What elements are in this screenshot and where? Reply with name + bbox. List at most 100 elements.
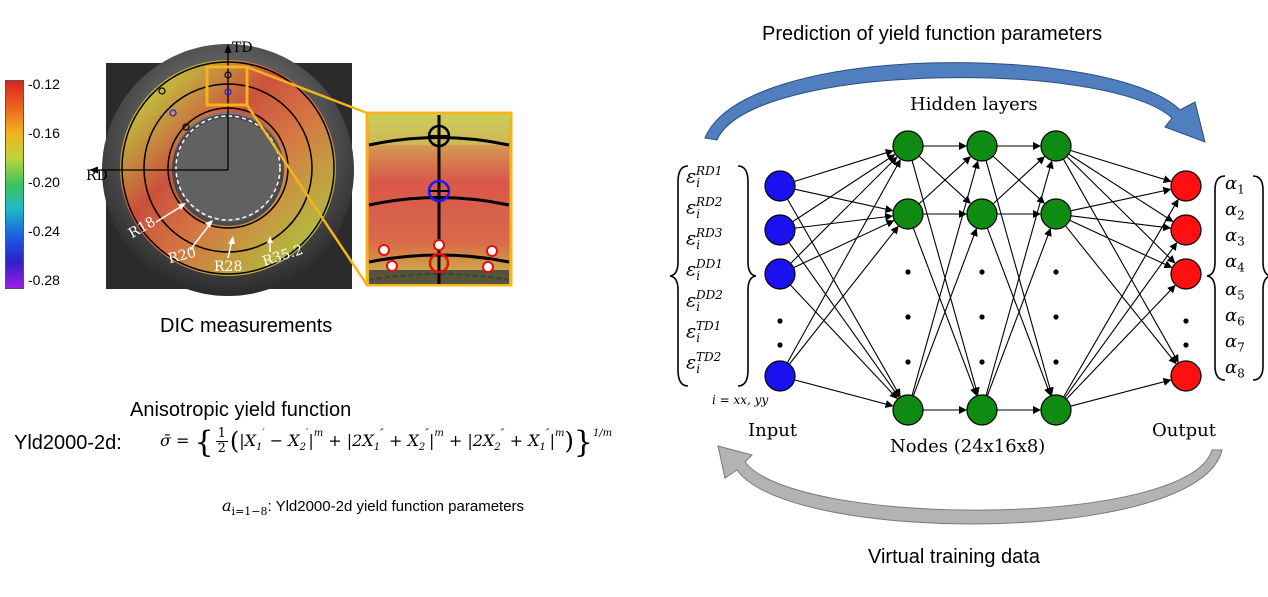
network-connections [786, 142, 1179, 414]
colorbar-tick: -0.28 [28, 272, 60, 288]
output-label: Output [1152, 420, 1216, 441]
input-var: εiDD1 [686, 257, 723, 284]
connection-arrow [794, 149, 894, 183]
output-left-brace [1206, 175, 1226, 381]
output-var: α1 [1225, 173, 1245, 197]
ellipsis-dot [777, 318, 783, 324]
input-label: Input [748, 420, 798, 441]
zoom-highlight-box [205, 65, 249, 107]
network-nodes [764, 130, 1202, 426]
output-node [1170, 360, 1202, 392]
hidden-node [966, 198, 998, 230]
params-text: : Yld2000-2d yield function parameters [267, 498, 525, 515]
connection-arrow [1068, 153, 1174, 222]
input-right-brace [737, 165, 757, 387]
r18-ring [175, 115, 281, 221]
ellipsis-dot [1053, 269, 1059, 275]
connection-arrow [1070, 215, 1172, 232]
hidden-node [892, 394, 924, 426]
yield-title: Anisotropic yield function [130, 399, 352, 421]
hidden-node [1040, 198, 1072, 230]
params-index: i=1−8 [231, 505, 268, 518]
connection-arrow [793, 220, 895, 269]
connection-arrow [1063, 198, 1179, 398]
connection-arrow [1069, 219, 1173, 268]
output-var: α8 [1225, 357, 1245, 381]
colorbar-tick: -0.16 [28, 125, 60, 141]
connection-arrow [986, 228, 1052, 397]
connection-arrow [1065, 284, 1176, 400]
connection-arrow [1070, 149, 1172, 184]
connection-arrow [1070, 377, 1172, 407]
connection-arrow [786, 198, 901, 397]
ellipsis-dot [979, 269, 985, 275]
hidden-node [892, 198, 924, 230]
connection-arrow [790, 156, 898, 264]
connection-arrow [789, 284, 898, 400]
connection-arrow [1064, 242, 1178, 399]
hidden-layers-label: Hidden layers [910, 94, 1038, 115]
connection-arrow [1070, 186, 1172, 212]
callout-line-bottom [245, 104, 369, 286]
connection-arrow [792, 154, 896, 223]
ellipsis-dot [1053, 314, 1059, 320]
connection-arrow [912, 228, 978, 397]
input-node [764, 170, 796, 202]
hidden-node [892, 130, 924, 162]
output-var: α4 [1225, 251, 1245, 275]
top-arrow-title: Prediction of yield function parameters [762, 23, 1103, 45]
output-node [1170, 170, 1202, 202]
ellipsis-dot [1183, 318, 1189, 324]
top-curved-arrow [704, 62, 1206, 143]
output-var: α6 [1225, 305, 1245, 329]
index-note: i = xx, yy [712, 393, 769, 407]
dic-caption: DIC measurements [160, 315, 333, 337]
colorbar-tick: -0.20 [28, 174, 60, 190]
input-var: εiRD3 [686, 226, 723, 253]
bottom-curved-arrow [717, 445, 1223, 525]
ellipsis-dot [1183, 342, 1189, 348]
hidden-node [966, 130, 998, 162]
ellipsis-dot [979, 314, 985, 320]
connection-arrow [794, 212, 894, 229]
ellipsis-dot [905, 359, 911, 365]
output-node [1170, 258, 1202, 290]
input-left-brace [669, 165, 689, 387]
hidden-node [966, 394, 998, 426]
callout-line-top [246, 65, 368, 115]
hidden-node [1040, 394, 1072, 426]
connection-arrow [788, 225, 899, 365]
output-var: α3 [1225, 225, 1245, 249]
ellipsis-dot [777, 342, 783, 348]
nodes-label: Nodes (24x16x8) [890, 436, 1046, 457]
colorbar-tick: -0.12 [28, 76, 60, 92]
output-node [1170, 214, 1202, 246]
output-right-brace [1252, 175, 1268, 381]
output-var: α2 [1225, 199, 1245, 223]
hidden-node [1040, 130, 1072, 162]
input-var: εiTD1 [686, 319, 722, 346]
connection-arrow [992, 156, 1045, 205]
yld2000-equation: σ̄ = {1 2 (|X1′ − X2′|m + |2X1″ + X2″|m + … [160, 425, 613, 460]
input-var: εiRD1 [686, 164, 723, 191]
yield-model-label: Yld2000-2d: [14, 432, 122, 454]
ellipsis-dot [1053, 359, 1059, 365]
output-var: α5 [1225, 279, 1245, 303]
connection-arrow [1062, 158, 1179, 363]
connection-arrow [794, 188, 894, 213]
td-axis-label: TD [232, 40, 253, 56]
dic-image-group [89, 44, 513, 296]
yield-params-note: ai=1−8: Yld2000-2d yield function parame… [222, 496, 525, 518]
connection-arrow [911, 160, 980, 396]
connection-arrow [1064, 225, 1177, 365]
connection-arrow [985, 160, 1054, 396]
rd-axis-label: RD [86, 168, 108, 184]
connection-arrow [786, 159, 901, 364]
input-node [764, 214, 796, 246]
input-node [764, 360, 796, 392]
connection-arrow [1066, 156, 1176, 264]
ellipsis-dot [905, 314, 911, 320]
bottom-arrow-title: Virtual training data [868, 546, 1040, 568]
colorbar-tick: -0.24 [28, 223, 60, 239]
